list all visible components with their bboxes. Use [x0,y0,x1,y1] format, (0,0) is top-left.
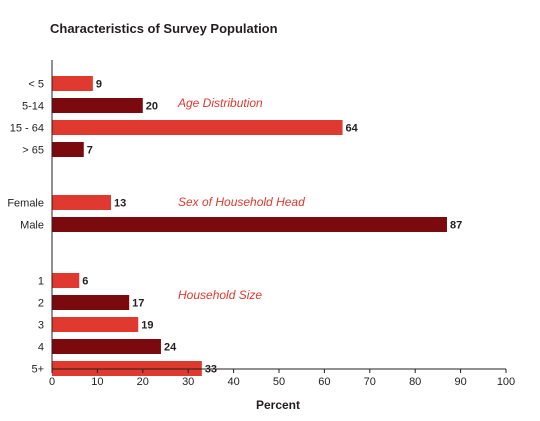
bar [52,273,80,288]
bar [52,339,161,354]
value-label: 17 [132,298,144,310]
category-label: > 65 [22,145,44,157]
category-label: 15 - 64 [10,123,44,135]
category-label: < 5 [28,79,44,91]
category-label: 3 [38,320,44,332]
bar [52,120,343,135]
x-tick-label: 30 [182,376,194,388]
category-label: Male [20,220,44,232]
x-tick-label: 70 [364,376,376,388]
value-label: 64 [346,123,359,135]
x-tick-label: 80 [409,376,421,388]
x-tick-label: 40 [227,376,239,388]
x-tick-label: 100 [497,376,515,388]
category-label: 1 [38,276,44,288]
bar [52,195,112,210]
x-tick-label: 0 [49,376,55,388]
group-label: Age Distribution [177,96,263,110]
value-label: 9 [96,79,102,91]
value-label: 13 [114,198,126,210]
group-label: Household Size [178,288,262,302]
bar [52,76,93,91]
value-label: 19 [141,320,153,332]
value-label: 87 [450,220,462,232]
bar [52,295,130,310]
bar [52,142,84,157]
group-label: Sex of Household Head [178,195,305,209]
category-label: 5-14 [22,101,44,113]
value-label: 6 [82,276,88,288]
x-tick-label: 50 [273,376,285,388]
x-tick-label: 90 [454,376,466,388]
x-tick-label: 10 [91,376,103,388]
bar [52,217,447,232]
x-axis: 0 10 20 30 40 50 60 70 80 90 100 [49,60,515,388]
value-label: 24 [164,342,177,354]
x-tick-label: 20 [137,376,149,388]
bar [52,317,139,332]
category-label: 4 [38,342,44,354]
chart-title: Characteristics of Survey Population [50,21,278,36]
category-label: 2 [38,298,44,310]
category-label: 5+ [31,364,44,376]
category-label: Female [7,198,44,210]
bar [52,98,143,113]
x-tick-label: 60 [318,376,330,388]
value-label: 20 [146,101,158,113]
x-axis-label: Percent [256,398,300,412]
value-label: 7 [87,145,93,157]
